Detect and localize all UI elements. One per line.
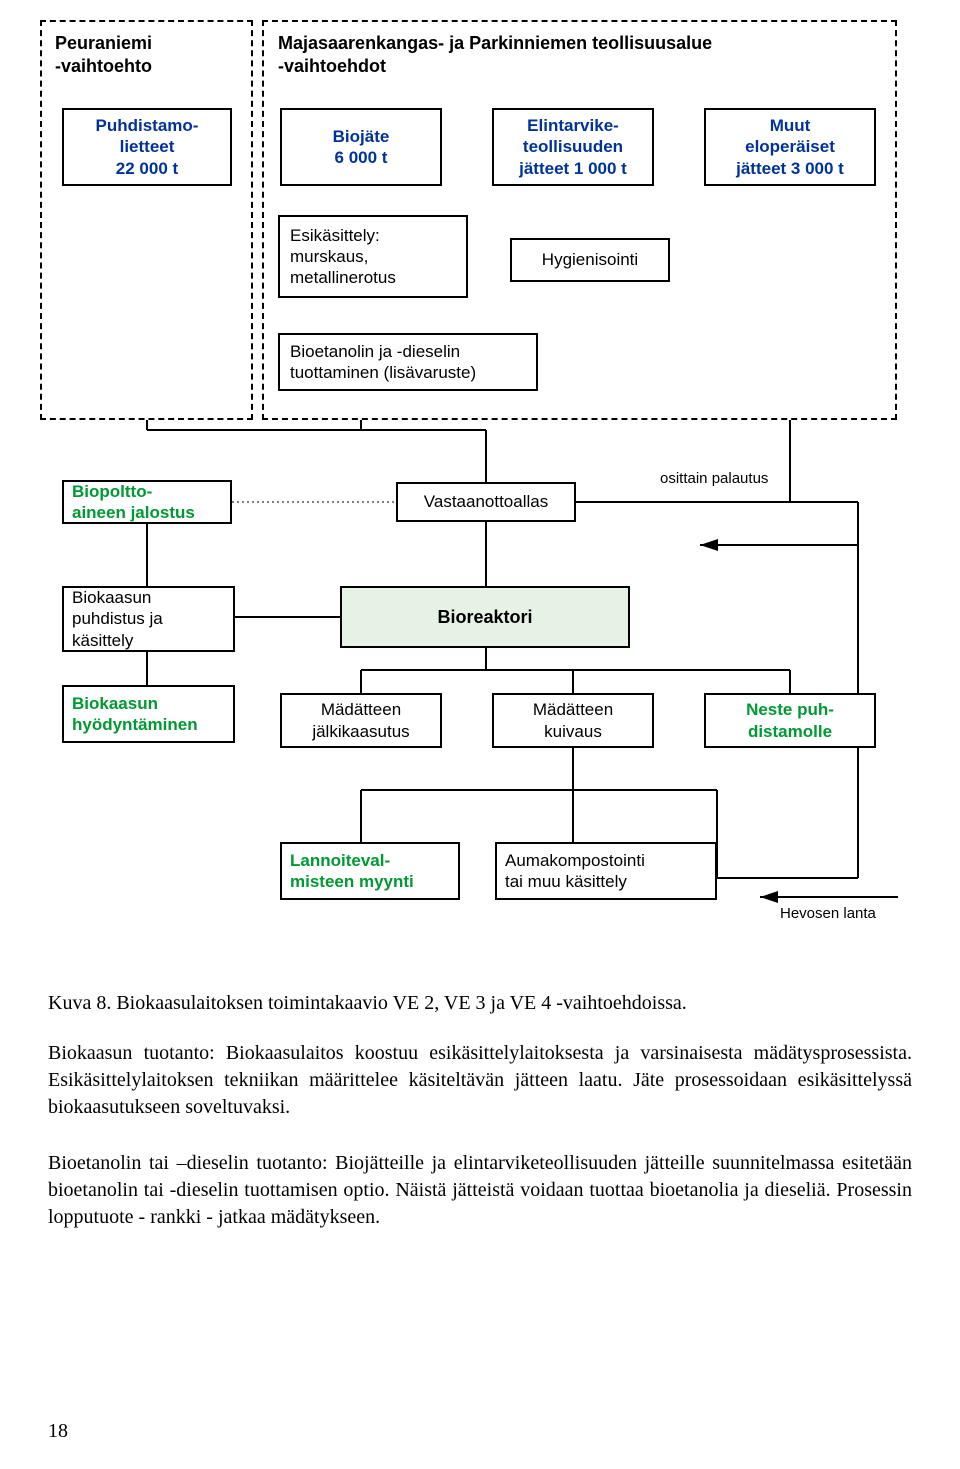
box-esikasittely: Esikäsittely: murskaus, metallinerotus xyxy=(278,215,468,298)
box-muut: Muut eloperäiset jätteet 3 000 t xyxy=(704,108,876,186)
box-aumakomp: Aumakompostointi tai muu käsittely xyxy=(495,842,717,900)
label-osittain: osittain palautus xyxy=(660,470,768,489)
caption: Kuva 8. Biokaasulaitoksen toimintakaavio… xyxy=(48,990,912,1017)
box-kuivaus: Mädätteen kuivaus xyxy=(492,693,654,748)
majasaari-title: Majasaarenkangas- ja Parkinniemen teolli… xyxy=(278,32,878,77)
box-biopoltto: Biopoltto- aineen jalostus xyxy=(62,480,232,524)
box-biokaasun-puhdistus: Biokaasun puhdistus ja käsittely xyxy=(62,586,235,652)
box-elintarvike: Elintarvike- teollisuuden jätteet 1 000 … xyxy=(492,108,654,186)
box-bioreaktori: Bioreaktori xyxy=(340,586,630,648)
box-neste: Neste puh- distamolle xyxy=(704,693,876,748)
box-bioetanoli: Bioetanolin ja -dieselin tuottaminen (li… xyxy=(278,333,538,391)
page-number: 18 xyxy=(48,1420,68,1443)
box-jalkikaasutus: Mädätteen jälkikaasutus xyxy=(280,693,442,748)
paragraph-2: Bioetanolin tai –dieselin tuotanto: Bioj… xyxy=(48,1150,912,1231)
box-biojate: Biojäte 6 000 t xyxy=(280,108,442,186)
peuraniemi-title: Peuraniemi -vaihtoehto xyxy=(55,32,240,77)
box-lannoite: Lannoiteval- misteen myynti xyxy=(280,842,460,900)
paragraph-1: Biokaasun tuotanto: Biokaasulaitos koost… xyxy=(48,1040,912,1121)
dashed-peuraniemi xyxy=(40,20,253,420)
page: Peuraniemi -vaihtoehto Majasaarenkangas-… xyxy=(0,0,960,1469)
box-puhdistamo: Puhdistamo- lietteet 22 000 t xyxy=(62,108,232,186)
label-hevosen: Hevosen lanta xyxy=(780,905,876,924)
box-hygienisointi: Hygienisointi xyxy=(510,238,670,282)
box-vastaanotto: Vastaanottoallas xyxy=(396,482,576,522)
box-biokaasun-hyodyntaminen: Biokaasun hyödyntäminen xyxy=(62,685,235,743)
